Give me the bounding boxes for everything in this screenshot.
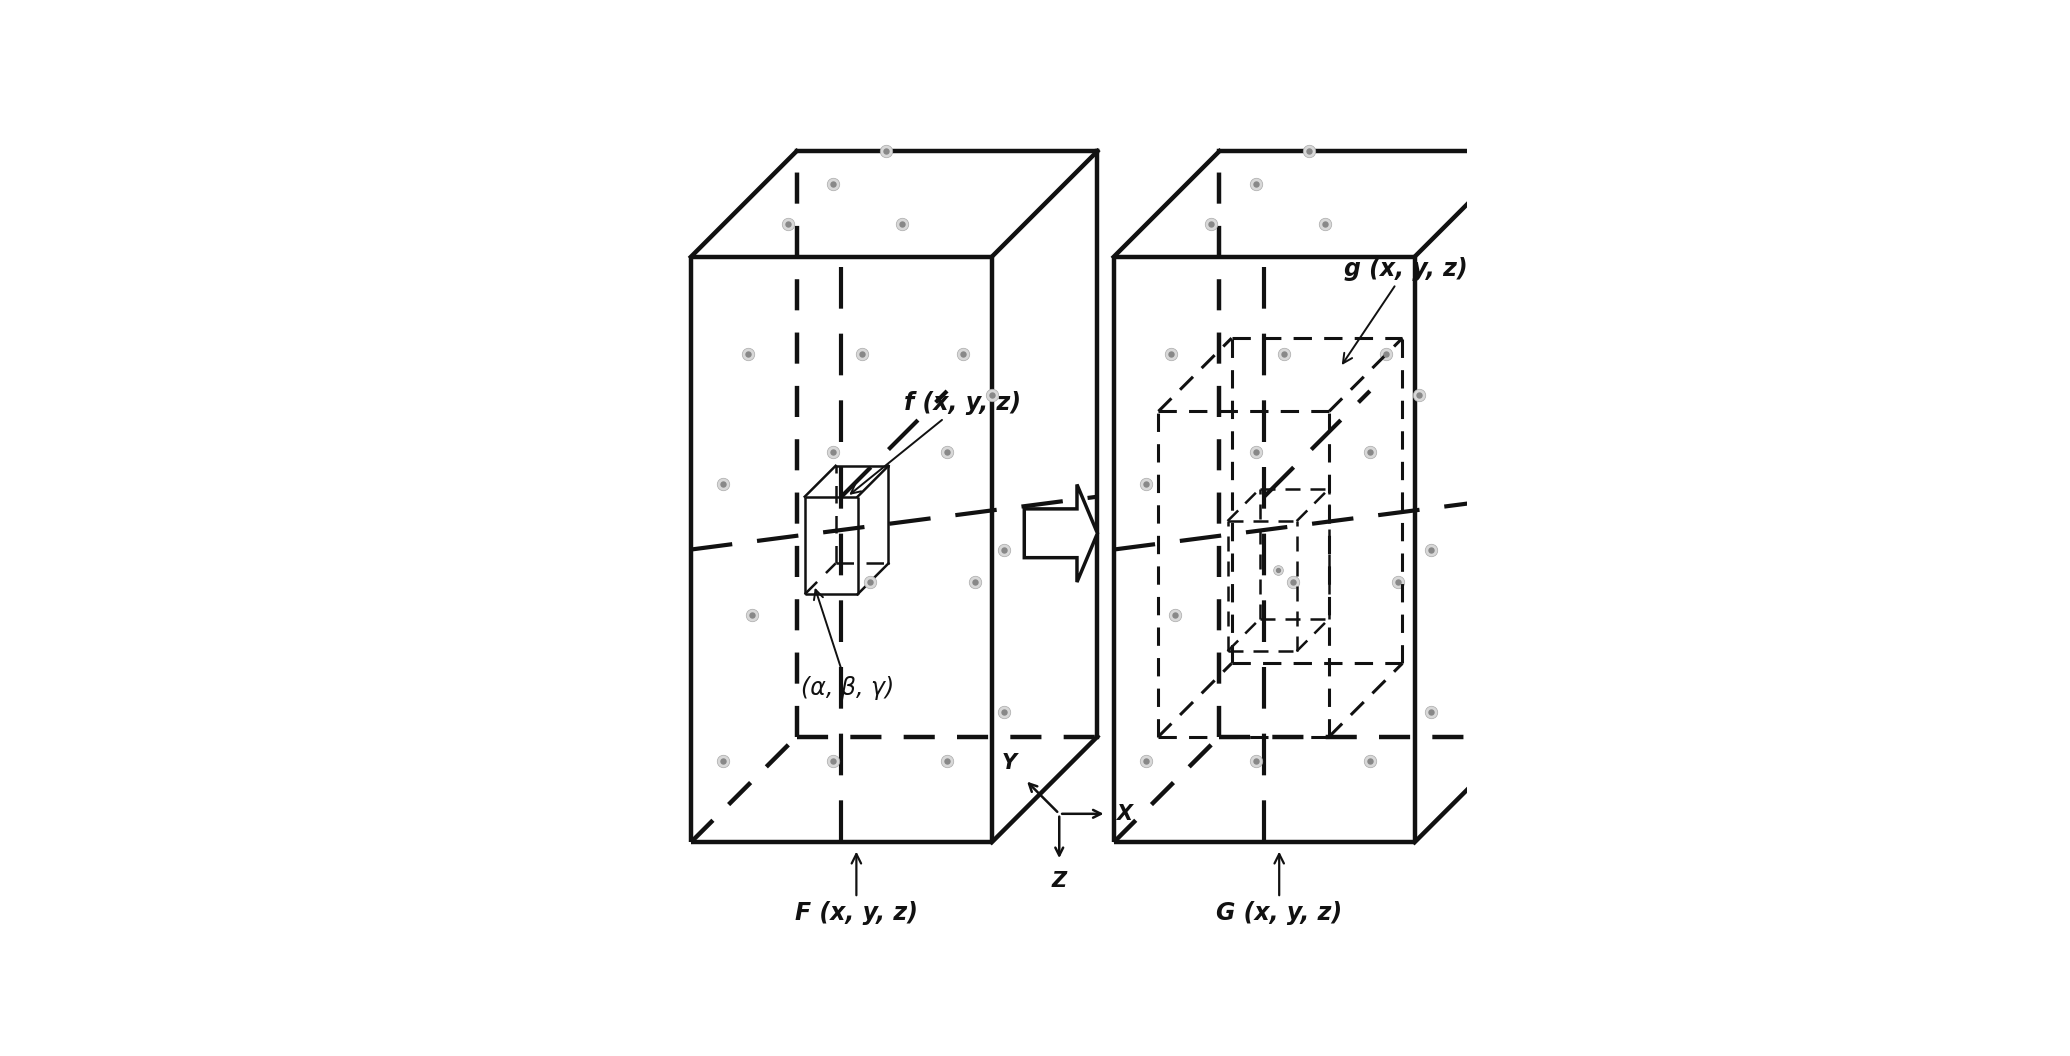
Text: Z: Z xyxy=(1052,871,1066,890)
Text: Y: Y xyxy=(1002,753,1016,773)
Text: f (x, y, z): f (x, y, z) xyxy=(851,392,1021,493)
Text: F (x, y, z): F (x, y, z) xyxy=(795,854,917,925)
Text: G (x, y, z): G (x, y, z) xyxy=(1217,854,1341,925)
Text: (α, β, γ): (α, β, γ) xyxy=(801,589,894,699)
Polygon shape xyxy=(1025,485,1097,582)
Text: g (x, y, z): g (x, y, z) xyxy=(1343,258,1468,363)
Text: X: X xyxy=(1116,804,1132,824)
